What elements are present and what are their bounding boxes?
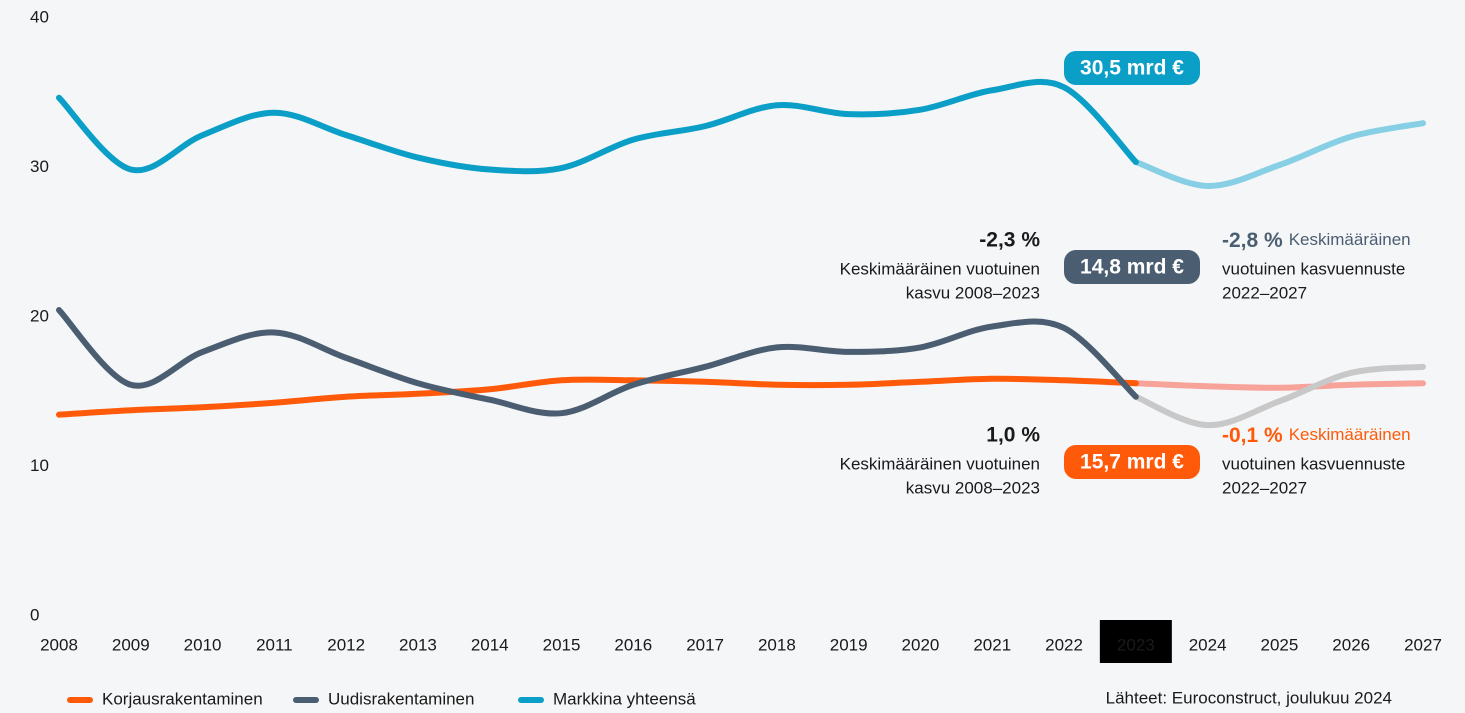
x-tick-label: 2024 [1189, 635, 1227, 654]
x-tick-label: 2018 [758, 635, 796, 654]
forecast-text: Keskimääräinen [1289, 230, 1411, 249]
x-tick-label: 2027 [1404, 635, 1442, 654]
x-tick-label: 2015 [543, 635, 581, 654]
series-line [56, 375, 1139, 418]
x-tick-label: 2020 [902, 635, 940, 654]
forecast-text: 2022–2027 [1222, 478, 1307, 497]
highlight-box [1099, 620, 1172, 663]
x-tick-label: 2022 [1045, 635, 1083, 654]
x-tick-label: 2026 [1332, 635, 1370, 654]
forecast-text: 2022–2027 [1222, 283, 1307, 302]
y-tick-label: 40 [30, 7, 49, 26]
forecast-line [1132, 363, 1426, 429]
growth-value: 1,0 % [986, 424, 1040, 447]
source: Lähteet: Euroconstruct, joulukuu 2024 [1106, 688, 1392, 707]
badge-label: 15,7 mrd € [1080, 451, 1184, 474]
forecast-text: Keskimääräinen [1289, 425, 1411, 444]
x-tick-label: 2021 [973, 635, 1011, 654]
x-tick-label: 2009 [112, 635, 150, 654]
y-tick-label: 0 [30, 605, 39, 624]
growth-text: Keskimääräinen vuotuinen [840, 259, 1040, 278]
x-tick-label: 2016 [614, 635, 652, 654]
growth-text: kasvu 2008–2023 [906, 283, 1040, 302]
y-tick-label: 10 [30, 456, 49, 475]
badge-label: 14,8 mrd € [1080, 256, 1184, 279]
badge [1064, 445, 1200, 479]
x-tick-label: 2014 [471, 635, 509, 654]
series-line [56, 307, 1139, 417]
forecast-value: -0,1 % [1222, 424, 1283, 447]
badge [1064, 51, 1200, 85]
series-line [56, 78, 1139, 175]
badge [1064, 250, 1200, 284]
growth-text: kasvu 2008–2023 [906, 478, 1040, 497]
x-tick-label: 2008 [40, 635, 78, 654]
x-tick-label: 2023 [1117, 635, 1155, 654]
y-tick-label: 30 [30, 157, 49, 176]
legend-label: Uudisrakentaminen [328, 689, 474, 708]
x-tick-label: 2011 [256, 635, 293, 654]
forecast-text: vuotuinen kasvuennuste [1222, 454, 1405, 473]
badge-label: 30,5 mrd € [1080, 57, 1184, 80]
growth-text: Keskimääräinen vuotuinen [840, 454, 1040, 473]
forecast-line [1132, 120, 1426, 189]
legend-label: Markkina yhteensä [553, 689, 696, 708]
x-tick-label: 2025 [1261, 635, 1299, 654]
x-tick-label: 2010 [184, 635, 222, 654]
forecast-value: -0,1 % Keskimääräinen [1222, 424, 1411, 447]
forecast-line [1132, 380, 1426, 391]
x-tick-label: 2012 [327, 635, 365, 654]
forecast-value: -2,8 % Keskimääräinen [1222, 229, 1411, 252]
growth-value: -2,3 % [979, 229, 1040, 252]
y-tick-label: 20 [30, 306, 49, 325]
forecast-text: vuotuinen kasvuennuste [1222, 259, 1405, 278]
x-tick-label: 2013 [399, 635, 437, 654]
x-tick-label: 2019 [830, 635, 868, 654]
forecast-value: -2,8 % [1222, 229, 1283, 252]
x-tick-label: 2017 [686, 635, 724, 654]
legend-label: Korjausrakentaminen [102, 689, 263, 708]
